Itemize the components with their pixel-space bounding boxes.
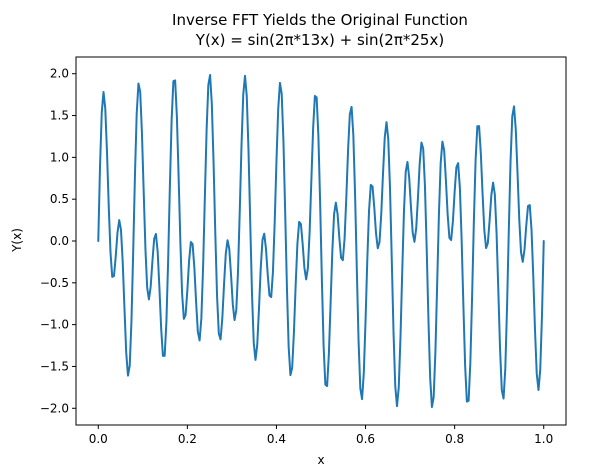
y-tick-label: 0.0 — [50, 234, 69, 248]
plot-area: 0.0 0.2 0.4 0.6 0.8 1.0 −2.0 −1.5 −1.0 −0.5 0.0 0.5… — [40, 56, 567, 446]
x-tick-label: 0.2 — [178, 432, 197, 446]
x-tick-label: 0.8 — [445, 432, 464, 446]
y-tick-label: −2.0 — [40, 401, 69, 415]
y-tick-label: 1.5 — [50, 109, 69, 123]
y-tick-label: 1.0 — [50, 150, 69, 164]
x-tick-label: 0.0 — [89, 432, 108, 446]
series-line-0 — [97, 73, 545, 409]
y-tick-label: −0.5 — [40, 276, 69, 290]
x-tick-label: 0.4 — [267, 432, 286, 446]
x-axis-label: x — [317, 453, 324, 467]
y-tick-label: −1.5 — [40, 359, 69, 373]
y-axis-label: Y(x) — [10, 228, 24, 253]
x-tick-label: 0.6 — [356, 432, 375, 446]
x-tick-label: 1.0 — [534, 432, 553, 446]
y-tick-label: 0.5 — [50, 192, 69, 206]
y-tick-label: −1.0 — [40, 318, 69, 332]
chart-title: Inverse FFT Yields the Original Function — [172, 11, 468, 29]
chart-subtitle: Y(x) = sin(2π*13x) + sin(2π*25x) — [195, 31, 444, 49]
y-tick-label: 2.0 — [50, 67, 69, 81]
